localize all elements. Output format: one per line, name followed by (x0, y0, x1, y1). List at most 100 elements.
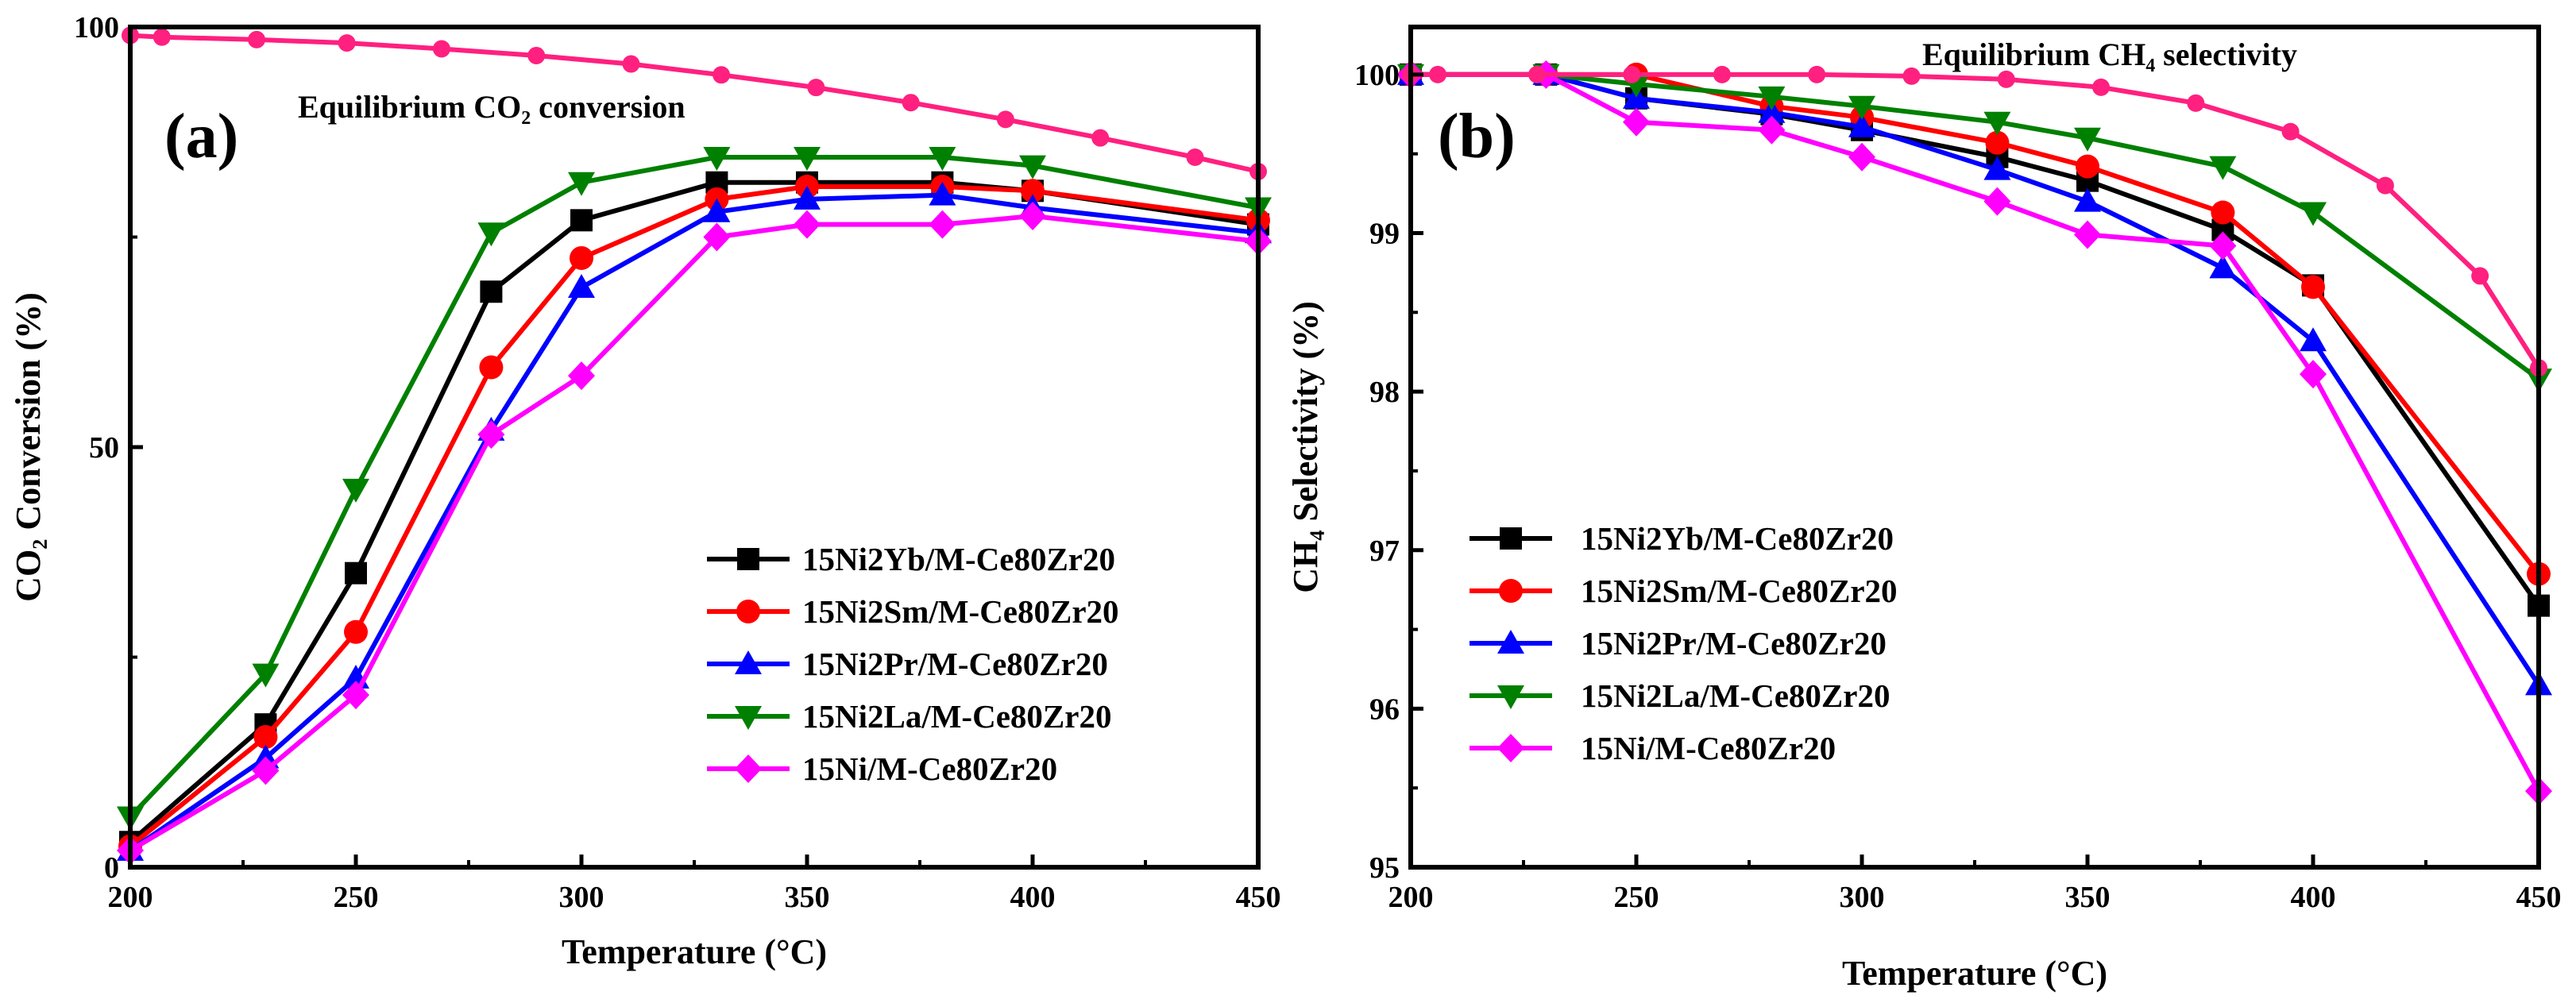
panel-b-x-tick-label-2: 300 (1840, 881, 1885, 914)
panel-b-series-15ni2yb-m-ce80zr20 (1400, 63, 2550, 617)
panel-b-legend-label-15ni2la-m-ce80zr20: 15Ni2La/M-Ce80Zr20 (1581, 677, 1890, 714)
panel-a-point-15ni2la-m-ce80zr20-7 (929, 146, 956, 171)
panel-a-chart: 200 250 300 350 400 450 0 50 100 (a) Equilibrium… (9, 11, 1281, 971)
panel-a-legend-label-15ni2sm-m-ce80zr20: 15Ni2Sm/M-Ce80Zr20 (802, 593, 1119, 630)
panel-a-point-15ni2sm-m-ce80zr20-1 (253, 725, 278, 750)
panel-b-point-15ni2la-m-ce80zr20-4 (1848, 95, 1875, 120)
panel-b-y-axis-title: CH₄ Selectivity (%) (1286, 301, 1325, 593)
panel-a-line-equilibrium-co-conversion (129, 33, 1259, 174)
panel-a-y-axis-title: CO₂ Conversion (%) (9, 292, 48, 602)
panel-a-point-15ni2sm-m-ce80zr20-2 (344, 619, 368, 644)
panel-b-y-tick-label-3: 98 (1369, 376, 1400, 409)
panel-b-point-15ni2pr-m-ce80zr20-6 (2074, 187, 2101, 212)
panel-a-point-15ni-m-ce80zr20-5 (703, 222, 731, 252)
panel-b-point-15ni2la-m-ce80zr20-8 (2300, 202, 2327, 226)
panel-b-legend-label-15ni2pr-m-ce80zr20: 15Ni2Pr/M-Ce80Zr20 (1581, 625, 1887, 662)
panel-a-legend-entry-15ni2sm-m-ce80zr20: 15Ni2Sm/M-Ce80Zr20 (707, 593, 1119, 630)
panel-a-line-15ni-m-ce80zr20 (129, 214, 1259, 853)
panel-a-y-tick-label-1: 50 (89, 431, 119, 465)
panel-b-point-15ni-m-ce80zr20-2 (1623, 107, 1650, 137)
panel-b-point-equilibrium-ch-selectivity-8 (2092, 78, 2111, 96)
panel-a-point-15ni2la-m-ce80zr20-5 (703, 146, 731, 171)
panel-b-point-equilibrium-ch-selectivity-7 (1997, 70, 2015, 88)
panel-b-point-15ni2la-m-ce80zr20-3 (1758, 86, 1786, 110)
panel-b-y-tick-label-0: 95 (1369, 851, 1400, 885)
panel-b-point-15ni2pr-m-ce80zr20-4 (1848, 113, 1875, 137)
panel-b-x-tick-label-5: 450 (2516, 881, 2562, 914)
panel-b-point-15ni-m-ce80zr20-3 (1758, 115, 1786, 145)
panel-a-x-tick-label-1: 250 (334, 881, 379, 914)
panel-a-legend-marker-15ni2sm-m-ce80zr20 (736, 600, 760, 623)
panel-b-legend-entry-15ni2pr-m-ce80zr20: 15Ni2Pr/M-Ce80Zr20 (1470, 625, 1887, 662)
panel-a-series-15ni2sm-m-ce80zr20 (118, 175, 1270, 858)
panel-b-chart: 200 250 300 350 400 450 95 96 97 98 99 100 (b) Equi… (1286, 25, 2562, 993)
panel-b-point-15ni2la-m-ce80zr20-6 (2074, 127, 2101, 152)
panel-a-point-equilibrium-co-conversion-5 (527, 46, 546, 64)
panel-a-point-equilibrium-co-conversion-7 (713, 66, 731, 84)
panel-a-point-15ni-m-ce80zr20-3 (477, 420, 505, 449)
panel-a-point-15ni2yb-m-ce80zr20-2 (345, 561, 367, 585)
panel-a-point-15ni2la-m-ce80zr20-4 (568, 172, 595, 196)
panel-a-point-15ni2pr-m-ce80zr20-6 (794, 185, 821, 210)
panel-b-series-15ni2sm-m-ce80zr20 (1399, 62, 2551, 586)
panel-b-x-tick-label-0: 200 (1388, 881, 1434, 914)
panel-a-point-15ni-m-ce80zr20-7 (929, 210, 956, 239)
panel-a-point-15ni2la-m-ce80zr20-2 (342, 478, 369, 503)
panel-a-point-15ni-m-ce80zr20-2 (342, 681, 369, 710)
panel-a-point-15ni2sm-m-ce80zr20-4 (570, 245, 593, 270)
panel-b-x-tick-label-1: 250 (1614, 881, 1659, 914)
panel-b-point-equilibrium-ch-selectivity-6 (1902, 67, 1921, 85)
panel-a-point-equilibrium-co-conversion-11 (1091, 129, 1110, 147)
panel-b-x-axis-title: Temperature (°C) (1842, 954, 2107, 993)
panel-a-x-tick-label-3: 350 (785, 881, 830, 914)
panel-a-point-equilibrium-co-conversion-1 (153, 28, 171, 46)
panel-a-point-equilibrium-co-conversion-12 (1186, 148, 1204, 166)
panel-a-y-tick-label-2: 100 (74, 11, 119, 44)
panel-a-point-15ni-m-ce80zr20-6 (794, 210, 821, 239)
panel-b-point-15ni2pr-m-ce80zr20-5 (1983, 156, 2011, 180)
panel-b-line-15ni2yb-m-ce80zr20 (1411, 71, 2541, 608)
panel-a-point-15ni-m-ce80zr20-8 (1019, 202, 1046, 231)
panel-b-point-15ni2sm-m-ce80zr20-8 (2301, 275, 2325, 299)
panel-a-legend-label-15ni2yb-m-ce80zr20: 15Ni2Yb/M-Ce80Zr20 (802, 541, 1115, 577)
panel-b-point-equilibrium-ch-selectivity-12 (2471, 267, 2489, 285)
panel-a-x-tick-label-4: 400 (1010, 881, 1056, 914)
panel-a-point-equilibrium-co-conversion-4 (432, 40, 450, 58)
panel-b-letter: (b) (1438, 102, 1516, 172)
panel-b-y-tick-label-5: 100 (1354, 59, 1400, 92)
panel-a-point-15ni2sm-m-ce80zr20-3 (479, 355, 504, 380)
panel-b-point-15ni2la-m-ce80zr20-5 (1983, 111, 2011, 136)
panel-a-legend-marker-15ni-m-ce80zr20 (735, 754, 762, 783)
panel-a-point-15ni2sm-m-ce80zr20-8 (1021, 179, 1045, 203)
panel-b-series-15ni2la-m-ce80zr20 (1397, 64, 2552, 393)
panel-a-legend: 15Ni2Yb/M-Ce80Zr20 15Ni2Sm/M-Ce80Zr20 15Ni… (707, 541, 1119, 787)
panel-a-x-tick-label-5: 450 (1236, 881, 1281, 914)
panel-a-point-equilibrium-co-conversion-6 (622, 55, 640, 73)
panel-b-legend-marker-15ni2la-m-ce80zr20 (1497, 685, 1524, 709)
panel-a-point-15ni2yb-m-ce80zr20-4 (570, 209, 593, 232)
panel-a-legend-marker-15ni2pr-m-ce80zr20 (735, 650, 762, 674)
panel-a-point-15ni2la-m-ce80zr20-1 (252, 663, 280, 688)
panel-a-letter: (a) (164, 102, 238, 172)
panel-b-legend-entry-15ni2yb-m-ce80zr20: 15Ni2Yb/M-Ce80Zr20 (1470, 520, 1894, 557)
panel-b-legend: 15Ni2Yb/M-Ce80Zr20 15Ni2Sm/M-Ce80Zr20 15Ni… (1470, 520, 1898, 766)
panel-a-point-15ni-m-ce80zr20-1 (252, 756, 280, 785)
panel-a-legend-label-15ni2la-m-ce80zr20: 15Ni2La/M-Ce80Zr20 (802, 698, 1111, 735)
panel-a-point-15ni2yb-m-ce80zr20-3 (480, 280, 503, 303)
panel-b-y-tick-label-4: 99 (1369, 218, 1400, 251)
panel-a-point-equilibrium-co-conversion-8 (807, 79, 825, 97)
panel-b-series-15ni-m-ce80zr20 (1397, 60, 2552, 806)
panel-b-point-equilibrium-ch-selectivity-5 (1808, 65, 1826, 83)
panel-b-legend-label-15ni-m-ce80zr20: 15Ni/M-Ce80Zr20 (1581, 730, 1836, 766)
panel-a-series-equilibrium-co-conversion (122, 26, 1267, 180)
panel-b-point-15ni-m-ce80zr20-4 (1848, 142, 1875, 172)
panel-a-legend-entry-15ni-m-ce80zr20: 15Ni/M-Ce80Zr20 (707, 750, 1057, 787)
panel-a-series-15ni-m-ce80zr20 (117, 202, 1272, 865)
panel-b-point-equilibrium-ch-selectivity-1 (1429, 65, 1447, 83)
panel-b-point-15ni-m-ce80zr20-8 (2300, 360, 2327, 389)
panel-b-legend-label-15ni2sm-m-ce80zr20: 15Ni2Sm/M-Ce80Zr20 (1581, 573, 1898, 609)
panel-a-line-15ni2pr-m-ce80zr20 (129, 192, 1259, 853)
panel-a-series-15ni2la-m-ce80zr20 (117, 146, 1272, 831)
panel-a-x-tick-label-0: 200 (108, 881, 153, 914)
panel-a-point-equilibrium-co-conversion-2 (248, 30, 266, 48)
